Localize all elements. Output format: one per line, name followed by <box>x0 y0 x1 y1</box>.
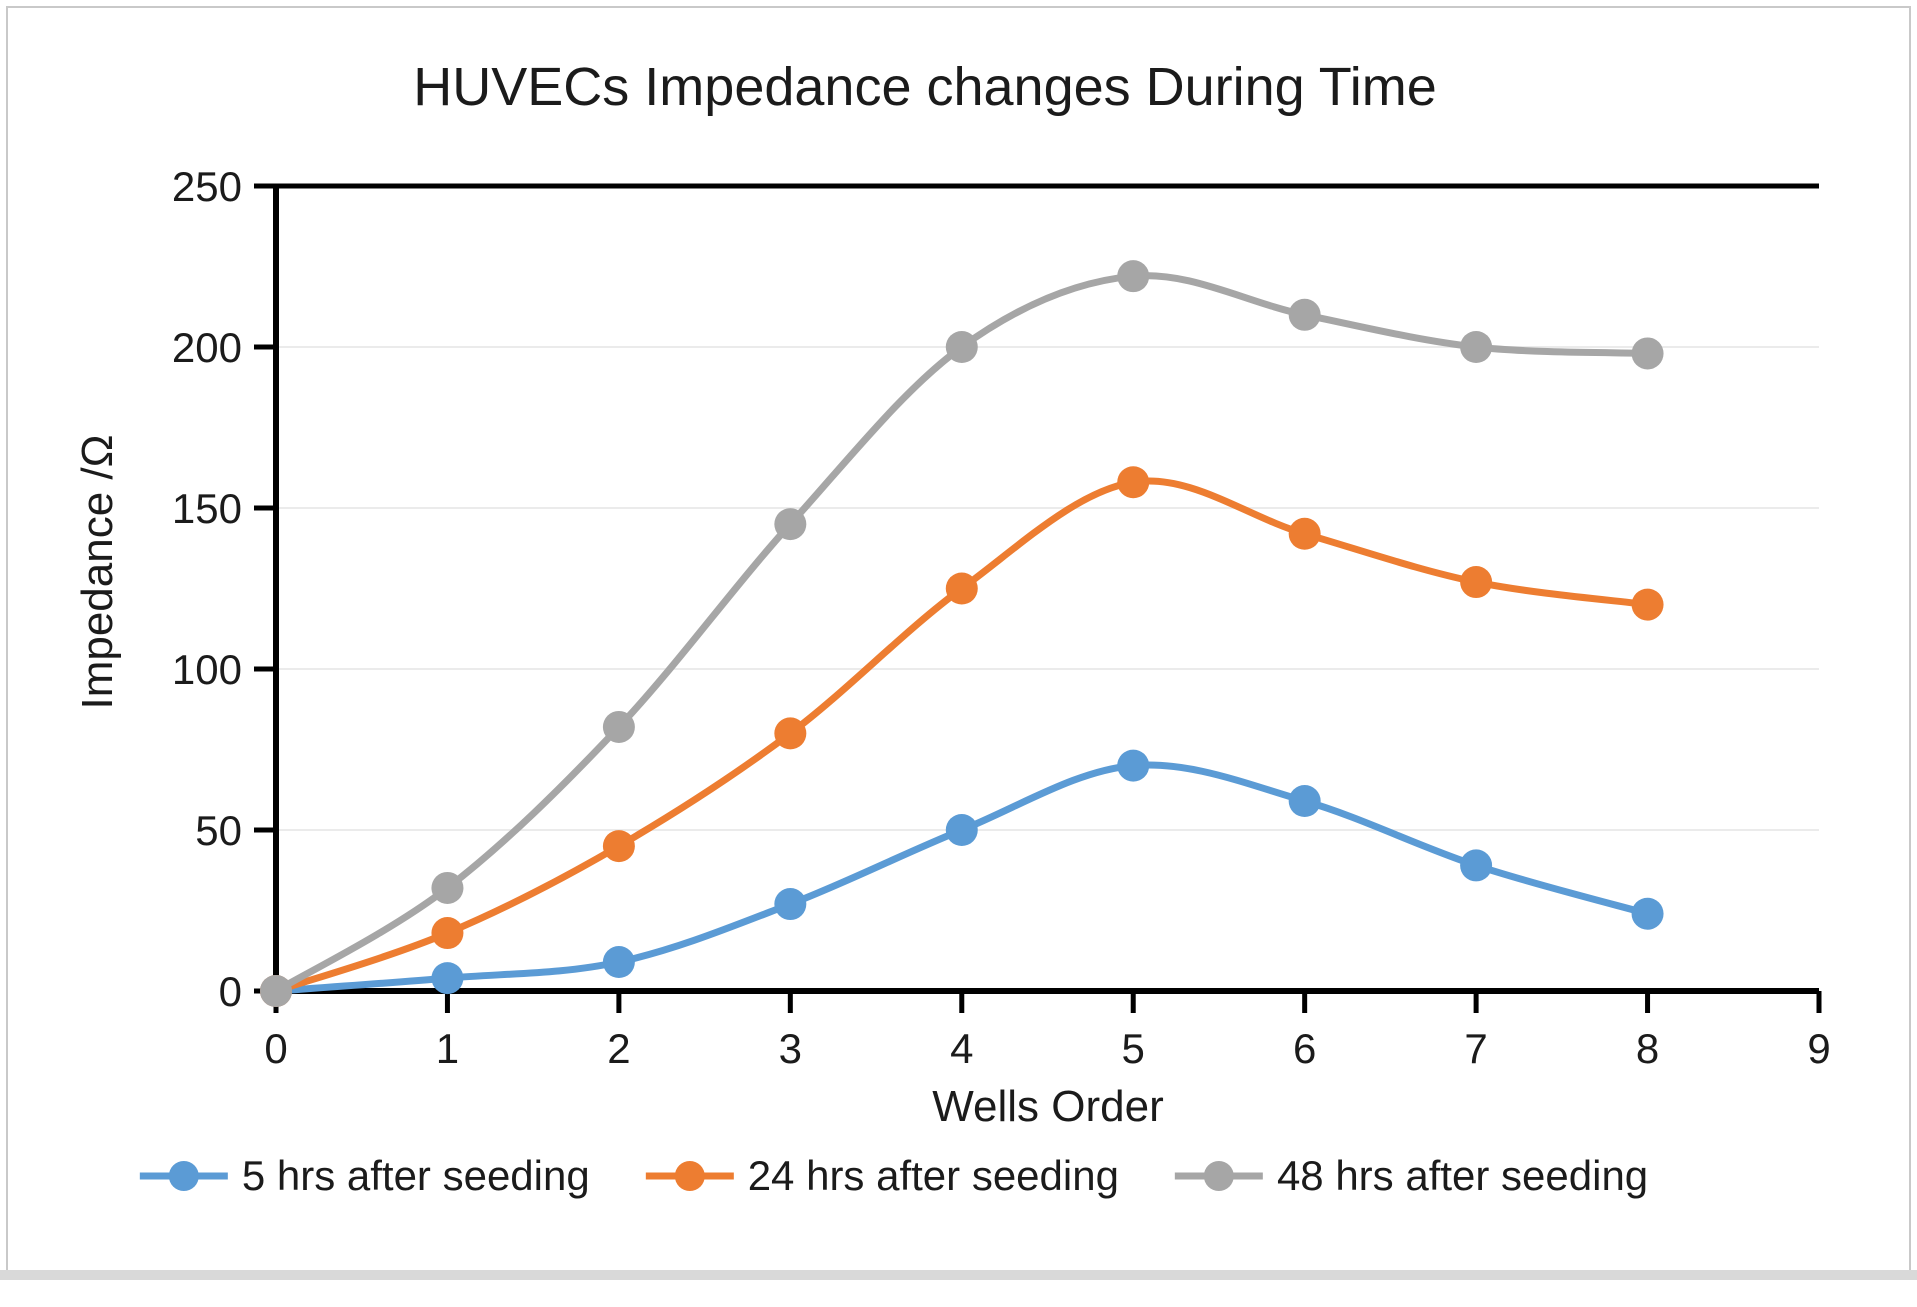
legend-item-48hrs[interactable]: 48 hrs after seeding <box>1173 1152 1648 1200</box>
x-tick-label-0: 0 <box>264 1025 287 1072</box>
x-axis-title: Wells Order <box>932 1082 1164 1131</box>
y-tick-label-50: 50 <box>195 807 242 854</box>
data-point-s2-x0[interactable] <box>260 975 292 1007</box>
legend-marker-5hrs <box>139 1161 228 1191</box>
y-tick-label-150: 150 <box>172 485 242 532</box>
data-point-s1-x6[interactable] <box>1288 517 1321 550</box>
data-point-s0-x7[interactable] <box>1460 849 1493 882</box>
x-tick-label-9: 9 <box>1807 1025 1830 1072</box>
data-point-s0-x5[interactable] <box>1117 749 1150 782</box>
x-tick-label-8: 8 <box>1636 1025 1659 1072</box>
legend-item-5hrs[interactable]: 5 hrs after seeding <box>138 1152 590 1200</box>
y-tick-label-0: 0 <box>219 968 242 1015</box>
legend-item-24hrs[interactable]: 24 hrs after seeding <box>644 1152 1119 1200</box>
data-point-s1-x4[interactable] <box>945 572 978 605</box>
legend-label-5hrs: 5 hrs after seeding <box>241 1152 590 1199</box>
chart-title: HUVECs Impedance changes During Time <box>413 57 1437 117</box>
data-point-s2-x4[interactable] <box>945 331 978 363</box>
data-point-s0-x1[interactable] <box>431 962 464 995</box>
y-tick-label-100: 100 <box>172 646 242 693</box>
data-point-s2-x2[interactable] <box>602 710 635 743</box>
data-point-s1-x8[interactable] <box>1631 588 1664 621</box>
x-tick-label-5: 5 <box>1122 1025 1145 1072</box>
x-tick-label-3: 3 <box>779 1025 802 1072</box>
legend-label-24hrs: 24 hrs after seeding <box>747 1152 1119 1199</box>
data-point-s1-x2[interactable] <box>602 830 635 863</box>
data-point-s2-x1[interactable] <box>431 871 464 904</box>
border-right <box>1909 6 1911 1277</box>
data-point-s2-x7[interactable] <box>1460 331 1493 363</box>
data-point-s2-x6[interactable] <box>1288 298 1321 331</box>
data-point-s2-x3[interactable] <box>774 508 807 541</box>
border-left <box>6 6 8 1277</box>
x-tick-label-2: 2 <box>607 1025 630 1072</box>
y-tick-label-250: 250 <box>172 163 242 210</box>
series-line-0[interactable] <box>272 761 1652 995</box>
x-tick-label-6: 6 <box>1293 1025 1316 1072</box>
series-line-1[interactable] <box>272 477 1652 995</box>
border-bottom <box>0 1270 1917 1280</box>
x-tick-label-7: 7 <box>1464 1025 1487 1072</box>
data-point-s1-x1[interactable] <box>431 917 464 950</box>
data-point-s1-x5[interactable] <box>1117 466 1150 499</box>
data-point-s1-x7[interactable] <box>1460 566 1493 599</box>
data-point-s2-x8[interactable] <box>1631 337 1664 370</box>
data-point-s0-x8[interactable] <box>1631 897 1664 930</box>
y-tick-label-200: 200 <box>172 324 242 371</box>
legend-marker-48hrs <box>1174 1161 1263 1191</box>
data-point-s0-x6[interactable] <box>1288 785 1321 818</box>
data-point-s1-x3[interactable] <box>774 717 807 750</box>
data-point-s0-x3[interactable] <box>774 888 807 921</box>
series-line-2[interactable] <box>272 272 1652 995</box>
data-point-s0-x2[interactable] <box>602 946 635 979</box>
data-point-s2-x5[interactable] <box>1117 260 1150 293</box>
legend-label-48hrs: 48 hrs after seeding <box>1276 1152 1649 1199</box>
legend-marker-24hrs <box>645 1161 734 1191</box>
data-point-s0-x4[interactable] <box>945 814 978 846</box>
x-tick-label-4: 4 <box>950 1025 973 1072</box>
y-axis-title: Impedance /Ω <box>73 434 122 710</box>
legend: 5 hrs after seeding 24 hrs after seeding… <box>138 1152 1648 1200</box>
border-top <box>6 6 1911 8</box>
x-tick-label-1: 1 <box>436 1025 459 1072</box>
